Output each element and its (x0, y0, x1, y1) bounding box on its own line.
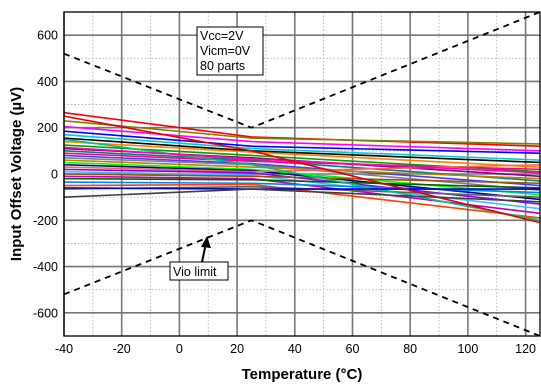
y-tick-label: -600 (33, 306, 58, 320)
series-line (63, 146, 541, 174)
vio-limit-upper-line (63, 11, 541, 129)
x-tick-label: 20 (230, 342, 244, 356)
y-tick-label: 400 (37, 75, 58, 89)
conditions-box (196, 26, 264, 76)
y-tick-label: -200 (33, 214, 58, 228)
y-tick-label: 200 (37, 121, 58, 135)
x-tick-label: 100 (457, 342, 478, 356)
series-line (63, 159, 541, 180)
x-tick-label: -20 (113, 342, 131, 356)
tick-labels: -40 -20 0 20 40 60 80 100 120-600-400-2000200400… (33, 29, 536, 356)
x-tick-label: 120 (515, 342, 536, 356)
vio-limit-label: Vio limit (173, 265, 217, 279)
x-tick-label: 40 (288, 342, 302, 356)
vio-limit-arrowhead (201, 236, 211, 248)
y-axis-title: Input Offset Voltage (µV) (8, 87, 25, 261)
x-tick-label: 80 (403, 342, 417, 356)
condition-vicm: Vicm=0V (200, 44, 251, 58)
series-line (63, 125, 541, 152)
series-line (63, 138, 541, 222)
series-line (63, 177, 541, 189)
condition-vcc: Vcc=2V (200, 29, 244, 43)
series-line (63, 133, 541, 161)
series-line (63, 183, 541, 219)
series-line (63, 188, 541, 203)
series-line (63, 115, 541, 224)
series-line (63, 130, 541, 154)
x-tick-label: 0 (176, 342, 183, 356)
plot-frame (63, 11, 541, 337)
series-line (63, 119, 541, 145)
limit-lines (63, 11, 541, 337)
vio-limit-lower-line (63, 219, 541, 337)
x-tick-label: 60 (346, 342, 360, 356)
y-tick-label: 0 (51, 168, 58, 182)
condition-parts: 80 parts (200, 59, 245, 73)
series-line (63, 154, 541, 187)
series-line (63, 163, 541, 173)
x-axis-title: Temperature (°C) (242, 366, 363, 383)
series-line (63, 161, 541, 196)
series-line (63, 140, 541, 168)
series-line (63, 173, 541, 185)
series-group (63, 111, 541, 224)
y-tick-label: 600 (37, 29, 58, 43)
vio-limit-label-box (169, 261, 229, 281)
x-tick-label: -40 (55, 342, 73, 356)
y-tick-label: -400 (33, 260, 58, 274)
series-line (63, 111, 541, 148)
